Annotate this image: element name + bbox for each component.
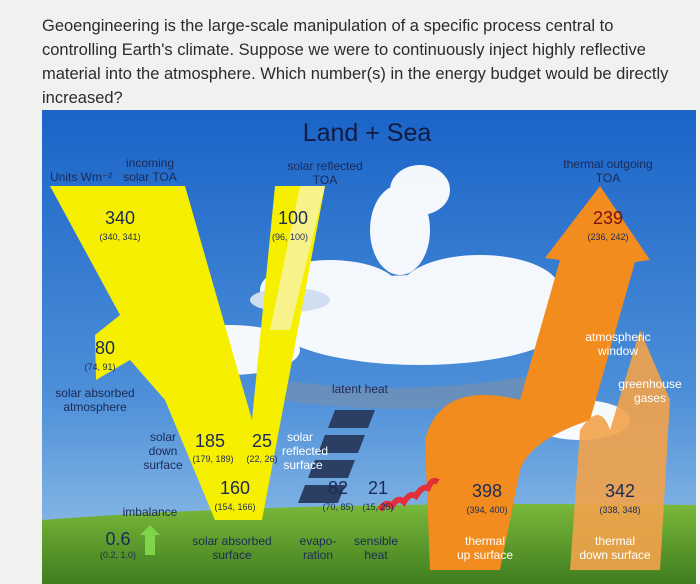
label: sensible: [354, 534, 398, 548]
range: (179, 189): [192, 454, 233, 464]
diagram-title: Land + Sea: [303, 119, 432, 147]
label: down surface: [579, 548, 651, 562]
label: solar: [150, 430, 176, 444]
label: greenhouse: [618, 377, 682, 391]
thermal-down-flow: [570, 330, 670, 570]
range: (154, 166): [214, 502, 255, 512]
value: 185: [195, 431, 225, 451]
label: TOA: [313, 173, 337, 187]
label: imbalance: [123, 505, 178, 519]
sensible-heat-squiggle: [377, 477, 440, 512]
label: thermal: [465, 534, 505, 548]
label: surface: [212, 548, 252, 562]
value: 100: [278, 208, 308, 228]
label: thermal: [595, 534, 635, 548]
ground: [42, 504, 696, 584]
label: surface: [143, 458, 183, 472]
label: atmosphere: [63, 400, 127, 414]
label: atmospheric: [585, 330, 650, 344]
label: window: [597, 344, 638, 358]
units-label: Units Wm⁻²: [50, 170, 112, 184]
range: (74, 91): [84, 362, 115, 372]
range: (96, 100): [272, 232, 308, 242]
label: evapo-: [300, 534, 337, 548]
label: TOA: [596, 171, 620, 185]
value: 239: [593, 208, 623, 228]
solar-flow: [50, 186, 325, 520]
label: solar absorbed: [55, 386, 134, 400]
label: latent heat: [332, 382, 389, 396]
label: solar absorbed: [192, 534, 271, 548]
label: surface: [283, 458, 323, 472]
value: 160: [220, 478, 250, 498]
label: thermal outgoing: [563, 157, 652, 171]
range: (340, 341): [99, 232, 140, 242]
label: down: [149, 444, 178, 458]
label: incoming: [126, 156, 174, 170]
value: 342: [605, 481, 635, 501]
value: 21: [368, 478, 388, 498]
value: 82: [328, 478, 348, 498]
value: 25: [252, 431, 272, 451]
label: solar: [287, 430, 313, 444]
question-text: Geoengineering is the large-scale manipu…: [42, 17, 669, 107]
label: heat: [364, 548, 388, 562]
value: 80: [95, 338, 115, 358]
range: (0.2, 1.0): [100, 550, 136, 560]
latent-heat-bars: [298, 410, 375, 503]
range: (15, 25): [362, 502, 393, 512]
value: 398: [472, 481, 502, 501]
range: (394, 400): [466, 505, 507, 515]
imbalance-arrow: [140, 525, 160, 555]
range: (236, 242): [587, 232, 628, 242]
label: up surface: [457, 548, 513, 562]
range: (338, 348): [599, 505, 640, 515]
thermal-up-flow: [425, 186, 650, 570]
label: solar TOA: [123, 170, 177, 184]
label: gases: [634, 391, 666, 405]
label: reflected: [282, 444, 328, 458]
range: (22, 26): [246, 454, 277, 464]
value: 340: [105, 208, 135, 228]
reflected-flow: [270, 186, 325, 330]
value: 0.6: [105, 529, 130, 549]
label: solar reflected: [287, 159, 362, 173]
range: (70, 85): [322, 502, 353, 512]
label: ration: [303, 548, 333, 562]
